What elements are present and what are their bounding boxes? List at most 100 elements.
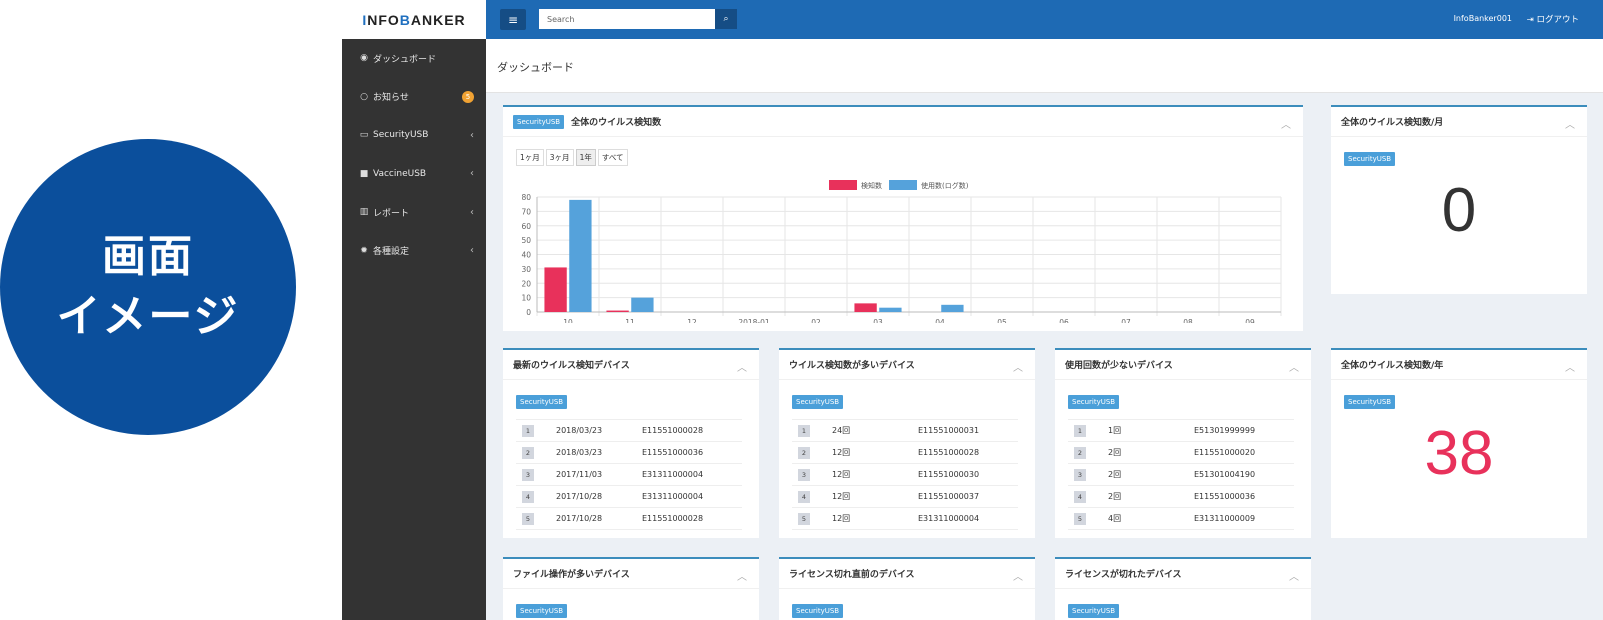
collapse-icon[interactable]: ︿: [737, 572, 747, 583]
top-navbar: ≡ ⌕ InfoBanker001 ⇥ ログアウト: [486, 0, 1603, 39]
rank-cell: 3: [1068, 463, 1108, 486]
rank-cell: 2: [516, 441, 556, 464]
table-row[interactable]: 1 2018/03/23 E11551000028: [516, 419, 742, 442]
table-row[interactable]: 5 2017/10/28 E11551000028: [516, 507, 742, 530]
y-tick-label: 20: [521, 279, 531, 288]
table-row[interactable]: 5 12回 E31311000004: [792, 507, 1018, 530]
rank-badge: 5: [798, 512, 810, 525]
table-row[interactable]: 2 12回 E11551000028: [792, 441, 1018, 464]
panel-title: 全体のウイルス検知数/月: [1341, 118, 1444, 128]
value-cell: 24回: [832, 419, 918, 442]
sidebar-item-vaccineusb[interactable]: ■ VaccineUSB ‹: [342, 155, 486, 194]
table-row[interactable]: 1 1回 E51301999999: [1068, 419, 1294, 442]
brand-text-2: ANKER: [410, 11, 466, 28]
bar-detections: [854, 303, 877, 312]
x-tick-label: 05: [997, 318, 1007, 323]
range-3month-button[interactable]: 3ヶ月: [545, 149, 574, 166]
rank-badge: 3: [798, 468, 810, 481]
legend-swatch: [889, 180, 917, 190]
device-id-cell: E31311000004: [642, 463, 742, 486]
table-row[interactable]: 5 4回 E31311000009: [1068, 507, 1294, 530]
y-tick-label: 70: [521, 207, 531, 216]
virus-year-count: 38: [1424, 419, 1494, 488]
panel-header: ライセンス切れ直前のデバイス ︿: [779, 559, 1035, 589]
sidebar-item-dashboard[interactable]: ◉ ダッシュボード: [342, 39, 486, 78]
bar-chart-icon: ▥: [359, 207, 369, 218]
collapse-icon[interactable]: ︿: [1013, 363, 1023, 374]
table-row[interactable]: 4 2017/10/28 E31311000004: [516, 485, 742, 508]
virus-total-panel: SecurityUSB 全体のウイルス検知数 ︿ 1ヶ月 3ヶ月 1年 すべて …: [503, 105, 1303, 331]
collapse-icon[interactable]: ︿: [1281, 120, 1291, 131]
chevron-left-icon: ‹: [470, 168, 474, 180]
rank-badge: 1: [522, 424, 534, 437]
legend-label: 使用数(ログ数): [921, 181, 969, 190]
device-id-cell: E51301999999: [1194, 419, 1294, 442]
table-row[interactable]: 2 2回 E11551000020: [1068, 441, 1294, 464]
sidebar-item-label: VaccineUSB: [373, 168, 427, 179]
value-cell: 2回: [1108, 441, 1194, 464]
chevron-left-icon: ‹: [470, 206, 474, 218]
collapse-icon[interactable]: ︿: [1289, 363, 1299, 374]
chevron-left-icon: ‹: [470, 129, 474, 141]
panel-header: 全体のウイルス検知数/年 ︿: [1331, 350, 1587, 380]
sidebar: I NFO B ANKER ◉ ダッシュボード ○ お知らせ 5 ▭ Securit…: [342, 0, 486, 620]
sidebar-item-settings[interactable]: ✹ 各種設定 ‹: [342, 232, 486, 271]
value-cell: 12回: [832, 463, 918, 486]
hamburger-icon: ≡: [507, 12, 519, 27]
collapse-icon[interactable]: ︿: [1289, 572, 1299, 583]
search-button[interactable]: ⌕: [715, 9, 737, 29]
logout-link[interactable]: ⇥ ログアウト: [1527, 13, 1579, 25]
device-id-cell: E31311000004: [918, 507, 1018, 530]
panel-header: 最新のウイルス検知デバイス ︿: [503, 350, 759, 380]
sign-out-icon: ⇥: [1526, 15, 1537, 25]
collapse-icon[interactable]: ︿: [1013, 572, 1023, 583]
search-icon: ⌕: [723, 14, 729, 24]
rank-badge: 1: [798, 424, 810, 437]
user-name[interactable]: InfoBanker001: [1453, 14, 1512, 23]
brand-logo[interactable]: I NFO B ANKER: [342, 0, 486, 39]
securityusb-tag: SecurityUSB: [1344, 152, 1396, 166]
value-cell: 12回: [832, 441, 918, 464]
virus-detection-chart: 0 10 20 30 40 50 60 70 80 10 11 12 2018-01 02 03 04 05 06…: [521, 180, 1282, 323]
sidebar-item-report[interactable]: ▥ レポート ‹: [342, 193, 486, 232]
table-row[interactable]: 3 12回 E11551000030: [792, 463, 1018, 486]
table-row[interactable]: 3 2回 E51301004190: [1068, 463, 1294, 486]
value-cell: 12回: [832, 507, 918, 530]
table-row[interactable]: 4 2回 E11551000036: [1068, 485, 1294, 508]
sidebar-item-label: レポート: [373, 208, 410, 219]
y-tick-label: 30: [521, 265, 531, 274]
comment-icon: ○: [360, 91, 368, 102]
sidebar-item-securityusb[interactable]: ▭ SecurityUSB ‹: [342, 116, 486, 155]
collapse-icon[interactable]: ︿: [737, 363, 747, 374]
collapse-icon[interactable]: ︿: [1565, 120, 1575, 131]
range-1year-button[interactable]: 1年: [575, 149, 596, 166]
page-header: ダッシュボード: [486, 39, 1603, 93]
table-row[interactable]: 1 24回 E11551000031: [792, 419, 1018, 442]
securityusb-tag: SecurityUSB: [792, 604, 844, 618]
value-cell: 1回: [1108, 419, 1194, 442]
device-id-cell: E31311000004: [642, 485, 742, 508]
bar-detections: [544, 267, 567, 312]
virus-month-panel: 全体のウイルス検知数/月 ︿ SecurityUSB 0: [1331, 105, 1587, 294]
brand-letter-b: B: [399, 11, 411, 28]
device-id-cell: E11551000020: [1194, 441, 1294, 464]
search-input[interactable]: [539, 9, 715, 29]
sidebar-item-notices[interactable]: ○ お知らせ 5: [342, 78, 486, 117]
rank-badge: 4: [1074, 490, 1086, 503]
panel-title: 全体のウイルス検知数: [571, 118, 662, 128]
table-row[interactable]: 2 2018/03/23 E11551000036: [516, 441, 742, 464]
rank-cell: 2: [792, 441, 832, 464]
rank-badge: 5: [522, 512, 534, 525]
brand-letter-i: I: [362, 11, 368, 28]
table-row[interactable]: 4 12回 E11551000037: [792, 485, 1018, 508]
collapse-icon[interactable]: ︿: [1565, 363, 1575, 374]
value-cell: 2018/03/23: [556, 441, 642, 464]
table-row[interactable]: 3 2017/11/03 E31311000004: [516, 463, 742, 486]
x-tick-label: 12: [687, 318, 697, 323]
range-all-button[interactable]: すべて: [597, 149, 628, 166]
rank-badge: 3: [522, 468, 534, 481]
range-1month-button[interactable]: 1ヶ月: [516, 149, 544, 166]
securityusb-tag: SecurityUSB: [513, 114, 565, 129]
logout-label: ログアウト: [1536, 15, 1579, 25]
menu-toggle-button[interactable]: ≡: [500, 9, 526, 30]
